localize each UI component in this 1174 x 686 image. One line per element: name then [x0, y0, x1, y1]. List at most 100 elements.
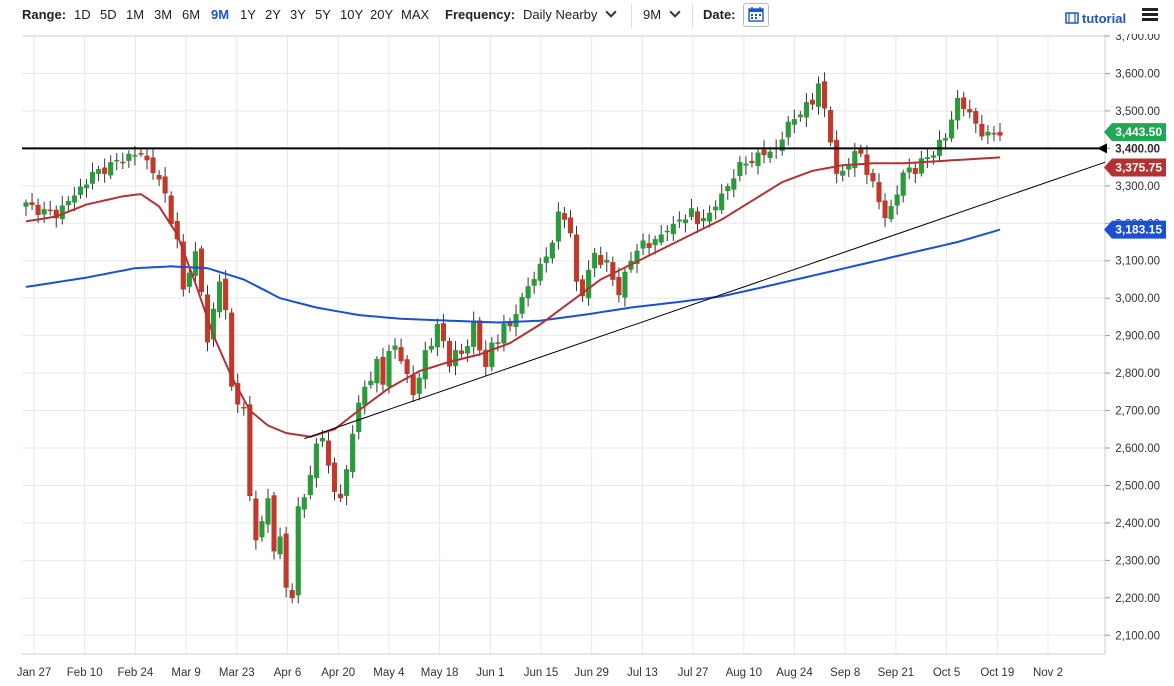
y-tick-label: 3,400.00 — [1115, 143, 1160, 155]
candle-body — [882, 200, 888, 219]
x-tick-label: Aug 10 — [726, 667, 762, 679]
hamburger-menu-icon[interactable] — [1142, 8, 1158, 22]
candle-body — [834, 139, 840, 174]
range-1y-button[interactable]: 1Y — [240, 7, 256, 22]
candle-body — [967, 109, 973, 113]
candle-body — [985, 131, 991, 136]
candle-body — [573, 234, 580, 282]
candle-body — [283, 533, 289, 588]
candle-body — [567, 217, 574, 234]
candle-body — [707, 212, 713, 222]
candle-body — [876, 182, 882, 203]
candle-body — [428, 345, 434, 350]
y-tick-label: 2,900.00 — [1115, 331, 1160, 343]
candle-body — [652, 239, 658, 246]
candle-body — [815, 83, 822, 107]
x-tick-label: Feb 10 — [67, 667, 103, 679]
candle-body — [65, 200, 71, 206]
candle-body — [138, 153, 144, 155]
range-9m-button[interactable]: 9M — [211, 7, 230, 22]
period-select[interactable]: 9M — [643, 6, 681, 22]
range-3y-button[interactable]: 3Y — [290, 7, 306, 22]
candle-body — [434, 324, 440, 348]
candle-body — [325, 440, 332, 466]
candle-body — [126, 153, 132, 161]
y-tick-label: 2,700.00 — [1115, 406, 1160, 418]
y-tick-label: 2,200.00 — [1115, 593, 1160, 605]
candle-body — [561, 213, 567, 220]
candle-body — [670, 223, 676, 235]
candle-body — [108, 162, 114, 176]
candle-body — [767, 151, 773, 158]
range-20y-button[interactable]: 20Y — [370, 7, 394, 22]
candle-body — [77, 186, 83, 195]
candle-body — [930, 155, 937, 158]
x-tick-label: Feb 24 — [117, 667, 153, 679]
price-label-tag — [1104, 158, 1166, 177]
candle-body — [265, 498, 271, 525]
candle-body — [906, 167, 912, 173]
candle-body — [471, 320, 477, 347]
range-1d-button[interactable]: 1D — [74, 7, 91, 22]
range-1m-button[interactable]: 1M — [126, 7, 145, 22]
chevron-down-icon — [669, 6, 681, 18]
candle-body — [29, 202, 35, 206]
tutorial-link[interactable]: tutorial — [1065, 11, 1126, 26]
price-labels: 3,400.00 3,443.50 3,375.75 3,183.15 — [1097, 123, 1166, 239]
candle-body — [803, 102, 809, 118]
range-max-button[interactable]: MAX — [401, 7, 430, 22]
candle-body — [991, 132, 997, 135]
x-tick-label: Apr 20 — [321, 667, 355, 679]
price-label-text: 3,375.75 — [1115, 160, 1162, 174]
candle-body — [410, 374, 416, 396]
chart-grid — [22, 35, 1105, 654]
candle-body — [132, 155, 138, 157]
candle-body — [592, 252, 598, 269]
candle-body — [489, 342, 495, 368]
frequency-label: Frequency: — [445, 7, 516, 22]
range-3m-button[interactable]: 3M — [154, 7, 173, 22]
price-chart[interactable]: 2,100.00 2,200.00 2,300.00 2,400.00 2,500.00… — [0, 34, 1174, 686]
candle-body — [713, 206, 719, 211]
candle-body — [501, 323, 507, 344]
y-axis: 2,100.00 2,200.00 2,300.00 2,400.00 2,500.00… — [1105, 34, 1160, 642]
x-tick-label: Sep 21 — [878, 667, 914, 679]
candle-body — [822, 81, 828, 109]
price-label: 3,375.75 — [1104, 158, 1166, 177]
candle-body — [797, 114, 803, 118]
x-tick-label: Oct 19 — [980, 667, 1014, 679]
x-tick-label: Mar 9 — [171, 667, 200, 679]
candle-body — [840, 170, 846, 176]
y-tick-label: 3,000.00 — [1115, 293, 1160, 305]
candle-body — [846, 165, 852, 170]
candle-body — [495, 342, 501, 344]
candle-body — [392, 345, 398, 350]
toolbar: Range: 1D 5D 1M 3M 6M 9M 1Y 2Y 3Y 5Y 10Y… — [0, 0, 1174, 34]
price-label-tag — [1104, 220, 1166, 239]
calendar-button[interactable] — [743, 3, 769, 27]
range-10y-button[interactable]: 10Y — [340, 7, 364, 22]
range-6m-button[interactable]: 6M — [182, 7, 201, 22]
candle-body — [586, 269, 592, 299]
candle-body — [35, 204, 41, 215]
frequency-select[interactable]: Daily Nearby — [523, 6, 618, 22]
candle-body — [362, 386, 368, 406]
candle-body — [555, 211, 561, 242]
candle-body — [912, 168, 918, 174]
price-label-text: 3,443.50 — [1115, 125, 1162, 139]
candle-body — [338, 493, 344, 499]
candle-body — [682, 219, 688, 224]
candle-body — [973, 111, 979, 124]
toolbar-divider — [631, 4, 632, 28]
candle-body — [356, 402, 362, 433]
candle-body — [344, 469, 350, 496]
range-5d-button[interactable]: 5D — [100, 7, 117, 22]
candle-body — [307, 474, 313, 496]
candle-body — [459, 350, 465, 354]
candle-body — [380, 357, 386, 385]
range-5y-button[interactable]: 5Y — [315, 7, 331, 22]
candle-body — [313, 443, 319, 479]
x-tick-label: Jun 15 — [524, 667, 559, 679]
candle-body — [120, 161, 126, 164]
range-2y-button[interactable]: 2Y — [265, 7, 281, 22]
